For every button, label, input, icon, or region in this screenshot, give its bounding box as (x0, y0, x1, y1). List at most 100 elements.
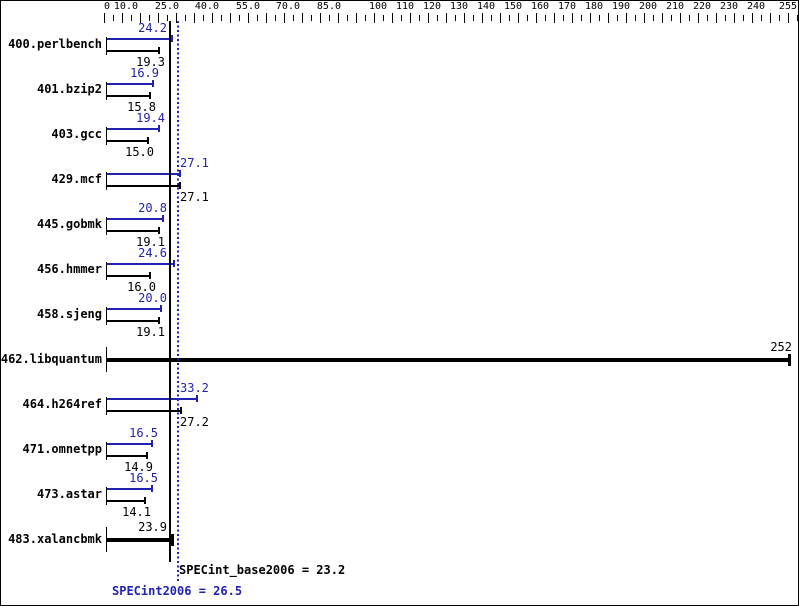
x-axis-tick (419, 15, 420, 21)
x-axis-tick (212, 13, 213, 23)
x-axis-tick (113, 15, 114, 21)
benchmark-label: 400.perlbench (8, 37, 102, 51)
x-axis-tick (752, 13, 753, 23)
x-axis-tick (329, 15, 330, 21)
x-axis-tick (392, 13, 393, 23)
peak-bar-end-cap (151, 440, 153, 447)
benchmark-label: 456.hmmer (36, 262, 102, 276)
peak-value-label: 19.4 (136, 111, 165, 125)
x-axis-tick (446, 13, 447, 23)
x-axis-tick (545, 15, 546, 21)
x-axis-tick-label: 85.0 (316, 1, 341, 12)
benchmark-label: 473.astar (36, 487, 102, 501)
peak-value-label: 16.5 (129, 471, 158, 485)
x-axis-tick (761, 15, 762, 21)
result-value-label: 252 (770, 340, 792, 354)
x-axis-tick (176, 13, 177, 23)
x-axis-tick (455, 15, 456, 21)
x-axis-tick (302, 13, 303, 23)
x-axis-tick-label: 230 (719, 1, 739, 12)
x-axis-tick (338, 13, 339, 23)
peak-bar (107, 218, 163, 220)
x-axis-tick (383, 15, 384, 21)
bar-end-cap (788, 354, 791, 366)
x-axis-tick (221, 15, 222, 21)
x-axis-tick (518, 13, 519, 23)
benchmark-label: 445.gobmk (36, 217, 102, 231)
x-axis-tick-label: 55.0 (235, 1, 260, 12)
base-value-label: 19.1 (136, 235, 165, 249)
x-axis-tick (671, 15, 672, 21)
x-axis-tick (347, 15, 348, 21)
x-axis-tick (698, 13, 699, 23)
x-axis-tick (491, 15, 492, 21)
benchmark-label: 401.bzip2 (36, 82, 102, 96)
x-axis-tick (464, 13, 465, 23)
x-axis-tick (239, 15, 240, 21)
x-axis-tick-label: 0 (103, 1, 111, 12)
result-bar (107, 538, 172, 542)
row-axis-segment (106, 527, 107, 552)
peak-value-label: 16.5 (129, 426, 158, 440)
row-axis-segment (106, 397, 107, 415)
x-axis-tick (500, 13, 501, 23)
peak-bar-end-cap (158, 125, 160, 132)
bar-end-cap (171, 534, 174, 546)
result-value-label: 23.9 (138, 520, 167, 534)
x-axis-tick-label: 130 (449, 1, 469, 12)
x-axis-tick (275, 15, 276, 21)
x-axis-tick (473, 15, 474, 21)
peak-value-label: 16.9 (130, 66, 159, 80)
base-bar-end-cap (158, 227, 160, 234)
base-bar-end-cap (147, 137, 149, 144)
base-mean-line (169, 21, 171, 562)
x-axis-tick (140, 13, 141, 23)
x-axis-tick (149, 15, 150, 21)
row-axis-segment (106, 442, 107, 460)
x-axis-tick (293, 15, 294, 21)
row-axis-segment (106, 487, 107, 505)
x-axis-tick (248, 13, 249, 23)
peak-value-label: 24.6 (138, 246, 167, 260)
base-bar-end-cap (180, 407, 182, 414)
x-axis-tick (572, 13, 573, 23)
x-axis-tick (428, 13, 429, 23)
x-axis-tick (401, 15, 402, 21)
x-axis-tick-label: 120 (422, 1, 442, 12)
base-bar-end-cap (149, 272, 151, 279)
x-axis-tick (320, 13, 321, 23)
x-axis-tick (527, 15, 528, 21)
base-bar-end-cap (146, 452, 148, 459)
x-axis-tick (311, 15, 312, 21)
peak-bar-end-cap (171, 35, 173, 42)
base-bar-end-cap (179, 182, 181, 189)
x-axis-tick (563, 15, 564, 21)
x-axis-tick-label: 200 (638, 1, 658, 12)
peak-bar (107, 488, 152, 490)
peak-bar-end-cap (151, 485, 153, 492)
x-axis-tick-label: 240 (746, 1, 766, 12)
x-axis-tick (707, 15, 708, 21)
benchmark-label: 464.h264ref (22, 397, 102, 411)
peak-mean-label: SPECint2006 = 26.5 (112, 584, 243, 598)
row-axis-segment (106, 307, 107, 325)
x-axis-tick-label: 210 (665, 1, 685, 12)
x-axis-tick-label: 10.0 (113, 1, 138, 12)
x-axis-tick (284, 13, 285, 23)
row-axis-segment (106, 217, 107, 235)
x-axis-tick (599, 15, 600, 21)
benchmark-label: 471.omnetpp (22, 442, 102, 456)
x-axis-tick (590, 13, 591, 23)
peak-bar (107, 443, 152, 445)
base-bar-end-cap (149, 92, 151, 99)
x-axis-tick-label: 70.0 (275, 1, 300, 12)
x-axis-tick (608, 13, 609, 23)
base-bar (107, 410, 181, 412)
x-axis-tick-label: 150 (503, 1, 523, 12)
base-bar (107, 275, 150, 277)
x-axis-tick (536, 13, 537, 23)
x-axis-tick (743, 15, 744, 21)
base-value-label: 19.1 (136, 325, 165, 339)
x-axis-tick (653, 15, 654, 21)
